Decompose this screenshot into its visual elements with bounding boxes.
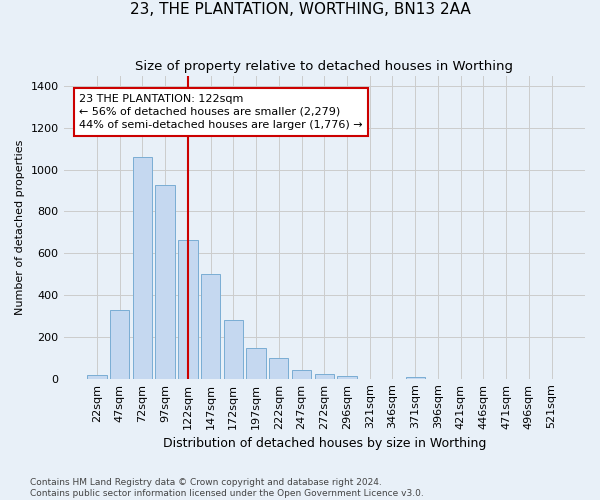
Bar (133, 157, 152, 378)
Bar (314, 374, 334, 378)
Bar (178, 240, 197, 378)
Bar (224, 320, 243, 378)
Bar (247, 348, 266, 378)
Title: Size of property relative to detached houses in Worthing: Size of property relative to detached ho… (135, 60, 513, 73)
Bar (110, 310, 130, 378)
Bar (269, 358, 289, 378)
X-axis label: Distribution of detached houses by size in Worthing: Distribution of detached houses by size … (163, 437, 486, 450)
Bar (155, 186, 175, 378)
Text: 23, THE PLANTATION, WORTHING, BN13 2AA: 23, THE PLANTATION, WORTHING, BN13 2AA (130, 2, 470, 18)
Y-axis label: Number of detached properties: Number of detached properties (15, 140, 25, 315)
Text: 23 THE PLANTATION: 122sqm
← 56% of detached houses are smaller (2,279)
44% of se: 23 THE PLANTATION: 122sqm ← 56% of detac… (79, 94, 363, 130)
Bar (292, 370, 311, 378)
Bar (406, 376, 425, 378)
Bar (87, 375, 107, 378)
Bar (337, 376, 356, 378)
Text: Contains HM Land Registry data © Crown copyright and database right 2024.
Contai: Contains HM Land Registry data © Crown c… (30, 478, 424, 498)
Bar (201, 274, 220, 378)
